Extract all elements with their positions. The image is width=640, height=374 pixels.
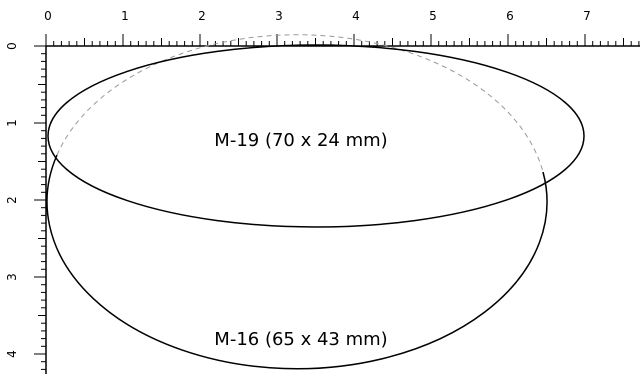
left-ruler: 0 1 2 3 4 [5,42,46,374]
x-tick-label-2: 2 [198,9,206,23]
x-tick-label-0: 0 [44,9,52,23]
left-ruler-ticks [34,46,46,369]
left-ruler-labels: 0 1 2 3 4 [5,42,19,358]
x-tick-label-3: 3 [275,9,283,23]
template-shapes: M-19 (70 x 24 mm) M-16 (65 x 43 mm) [47,35,584,369]
m16-label: M-16 (65 x 43 mm) [214,329,387,350]
m19-label: M-19 (70 x 24 mm) [214,130,387,151]
top-ruler: 0 1 2 3 4 5 6 7 [44,9,640,46]
y-tick-label-0: 0 [5,42,19,50]
x-tick-label-5: 5 [429,9,437,23]
x-tick-label-1: 1 [121,9,129,23]
y-tick-label-4: 4 [5,350,19,358]
y-tick-label-2: 2 [5,196,19,204]
x-tick-label-4: 4 [352,9,360,23]
top-ruler-ticks [46,34,639,46]
x-tick-label-7: 7 [583,9,591,23]
top-ruler-labels: 0 1 2 3 4 5 6 7 [44,9,591,23]
y-tick-label-1: 1 [5,119,19,127]
y-tick-label-3: 3 [5,273,19,281]
m16-hidden-outline [57,35,543,172]
x-tick-label-6: 6 [506,9,514,23]
